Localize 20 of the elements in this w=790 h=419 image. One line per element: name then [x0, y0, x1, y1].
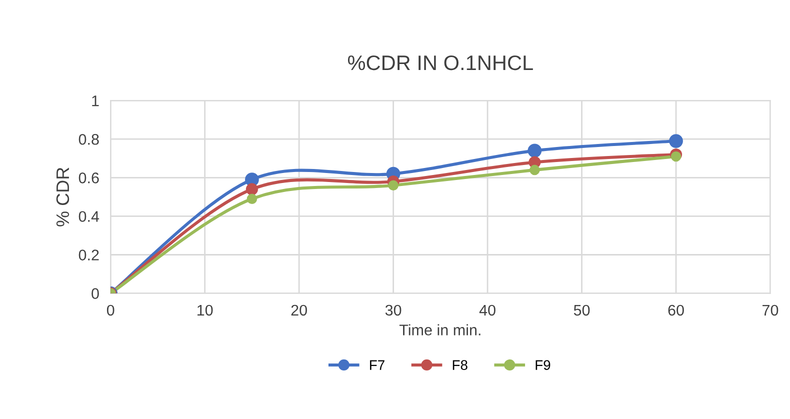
y-tick-label: 0.2	[78, 250, 99, 260]
legend-label: F8	[452, 360, 468, 370]
x-tick-label: 30	[385, 304, 402, 316]
x-tick-label: 40	[479, 304, 496, 316]
y-tick-label: 0	[92, 288, 99, 299]
x-axis-title: Time in min.	[399, 324, 480, 336]
y-tick-label: 0.4	[78, 211, 100, 222]
legend-label: F9	[536, 360, 550, 370]
x-tick-label: 50	[574, 304, 590, 316]
x-tick-label: 10	[198, 304, 213, 316]
x-tick-label: 20	[291, 304, 307, 316]
x-tick-label: 70	[762, 304, 778, 316]
legend-label: F7	[370, 360, 384, 370]
y-tick-label: 0.6	[78, 172, 99, 184]
chart-title: %CDR IN O.1NHCL	[348, 55, 533, 70]
y-tick-label: 0.8	[78, 134, 99, 145]
y-tick-label: 1	[92, 96, 99, 106]
x-tick-label: 0	[106, 304, 114, 316]
y-axis-title: % CDR	[56, 168, 70, 226]
x-tick-label: 60	[668, 304, 684, 316]
